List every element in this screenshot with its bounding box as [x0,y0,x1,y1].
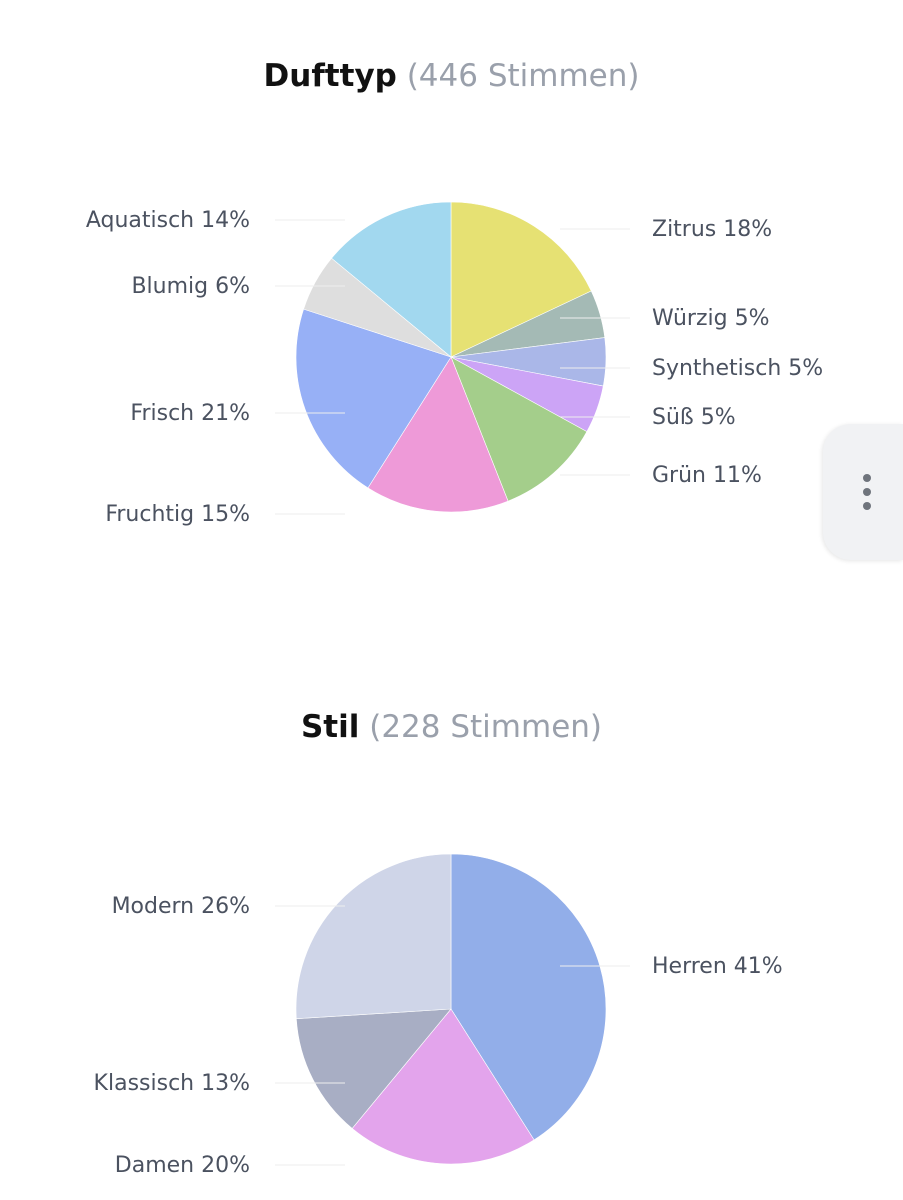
chart-title: Stil (228 Stimmen) [0,707,903,747]
chart-dufttyp: Dufttyp (446 Stimmen) Zitrus 18% Würzig 5… [0,56,903,527]
chart-title: Dufttyp (446 Stimmen) [0,56,903,96]
slice-label: Frisch 21% [130,401,250,426]
slice-label: Modern 26% [112,894,250,919]
slice-label: Herren 41% [652,954,783,979]
slice-label: Synthetisch 5% [652,356,823,381]
chart-votes-count: (228 Stimmen) [369,709,603,745]
pie-slice-aquatisch[interactable] [331,201,452,358]
chart-title-text: Stil [300,709,360,745]
slice-label: Grün 11% [652,463,762,488]
slice-label: Süß 5% [652,405,736,430]
pie-chart-dufttyp: Zitrus 18% Würzig 5% Synthetisch 5% Süß 5% G… [86,201,823,527]
slice-label: Damen 20% [115,1153,250,1178]
pie-slice-fruchtig[interactable] [367,356,509,513]
slice-label: Fruchtig 15% [105,502,250,527]
pie-slice-grün[interactable] [450,356,588,502]
chart-votes-count: (446 Stimmen) [406,58,640,94]
chart-title-text: Dufttyp [263,58,397,94]
slice-label: Würzig 5% [652,306,769,331]
pie-slice-modern[interactable] [295,853,452,1020]
pie-slice-frisch[interactable] [295,308,452,489]
pie-slice-damen[interactable] [351,1008,535,1165]
more-options-button[interactable] [823,424,903,560]
slice-label: Blumig 6% [131,274,250,299]
slice-label: Zitrus 18% [652,217,772,242]
pie-slice-zitrus[interactable] [450,201,592,358]
slice-label: Aquatisch 14% [86,208,250,233]
slice-label: Klassisch 13% [94,1071,250,1096]
pie-slice-klassisch[interactable] [295,1008,452,1129]
